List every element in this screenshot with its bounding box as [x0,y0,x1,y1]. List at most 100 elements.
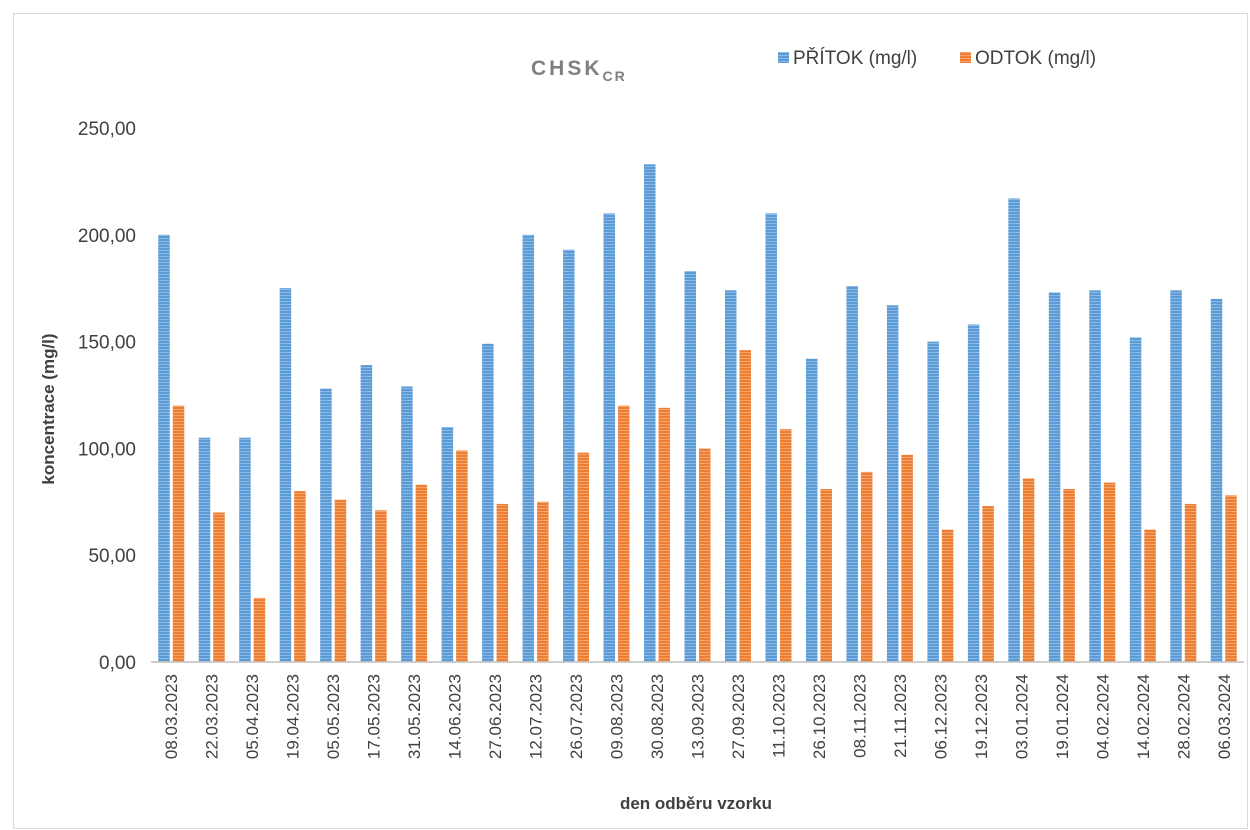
x-category-label: 19.12.2023 [972,674,991,759]
x-category-label: 30.08.2023 [648,674,667,759]
y-tick-label: 100,00 [78,439,136,460]
bar-odtok [618,405,630,662]
x-category-label: 08.03.2023 [162,674,181,759]
bar-odtok [820,488,832,662]
chart-title-subscript: CR [603,68,627,84]
legend-label-pritok: PŘÍTOK (mg/l) [793,47,917,69]
bar-pritok [684,271,696,662]
bar-pritok [563,249,575,662]
bar-odtok [739,350,751,662]
bar-odtok [941,529,954,662]
bars [158,164,1237,663]
bar-odtok [860,471,873,662]
bar-pritok [927,341,939,662]
bar-pritok [967,324,980,662]
bar-pritok [603,213,616,662]
bar-pritok [360,365,373,662]
bar-odtok [456,450,468,662]
x-category-label: 03.01.2024 [1012,674,1031,759]
x-category-label: 05.04.2023 [243,674,262,759]
x-category-label: 26.10.2023 [810,674,829,759]
bar-odtok [253,597,266,662]
bar-pritok [279,288,292,662]
legend-swatch-pritok [778,52,789,63]
bar-odtok [658,407,671,662]
bar-odtok [982,506,994,662]
bar-pritok [1170,290,1182,662]
bar-pritok [1129,337,1142,662]
x-category-label: 19.01.2024 [1053,674,1072,759]
bar-odtok [577,452,590,662]
y-tick-label: 50,00 [88,546,136,567]
x-category-label: 27.06.2023 [486,674,505,759]
bar-odtok [1225,495,1237,662]
bar-pritok [320,388,332,662]
x-category-label: 19.04.2023 [284,674,303,759]
bar-pritok [1089,290,1101,662]
bar-odtok [334,499,347,662]
bar-pritok [846,286,858,662]
chart-title: CHSKCR [531,57,627,84]
bar-pritok [198,437,211,662]
bar-pritok [482,343,494,662]
bar-odtok [1063,488,1075,662]
bar-pritok [886,305,899,662]
x-category-label: 13.09.2023 [689,674,708,759]
x-category-label: 28.02.2024 [1174,674,1193,759]
bar-odtok [1184,503,1197,662]
bar-odtok [375,510,387,662]
y-tick-label: 250,00 [78,119,136,140]
bar-pritok [765,213,777,662]
x-axis-labels: 08.03.2023 22.03.2023 05.04.2023 19.04.2023… [162,674,1234,759]
bar-pritok [441,427,454,662]
bar-odtok [699,448,711,662]
x-category-label: 22.03.2023 [203,674,222,759]
bar-pritok [522,234,535,663]
x-axis-title: den odběru vzorku [620,794,772,813]
legend-label-odtok: ODTOK (mg/l) [975,48,1096,69]
x-category-label: 27.09.2023 [729,674,748,759]
bar-pritok [239,437,251,662]
legend-swatch-odtok [960,52,971,63]
bar-odtok [213,512,225,662]
bar-pritok [401,386,413,662]
bar-odtok [1144,529,1156,662]
bar-odtok [1103,482,1116,662]
x-category-label: 17.05.2023 [365,674,384,759]
y-axis-ticks: 0,00 50,00 100,00 150,00 200,00 250,00 [78,119,136,674]
bar-pritok [644,164,656,662]
bar-odtok [294,491,306,662]
y-tick-label: 0,00 [99,653,136,674]
bar-pritok [158,234,170,663]
x-category-label: 06.12.2023 [931,674,950,759]
bar-pritok [1210,298,1223,662]
bar-odtok [901,454,913,662]
bar-pritok [1048,292,1061,662]
bar-odtok [779,429,792,662]
bar-odtok [1022,478,1035,662]
bar-pritok [724,290,737,662]
x-category-label: 05.05.2023 [324,674,343,759]
legend: PŘÍTOK (mg/l) ODTOK (mg/l) [778,47,1096,69]
bar-odtok [537,501,549,662]
chart-frame: CHSKCR PŘÍTOK (mg/l) ODTOK (mg/l) koncen… [13,13,1248,829]
bar-pritok [805,358,818,662]
x-category-label: 12.07.2023 [527,674,546,759]
x-category-label: 04.02.2024 [1093,674,1112,759]
x-category-label: 09.08.2023 [608,674,627,759]
bar-odtok [415,484,428,662]
x-category-label: 14.06.2023 [446,674,465,759]
y-axis-title: koncentrace (mg/l) [39,333,58,484]
x-category-label: 14.02.2024 [1134,674,1153,759]
bar-pritok [1008,198,1020,662]
x-category-label: 26.07.2023 [567,674,586,759]
x-category-label: 21.11.2023 [891,674,910,758]
x-category-label: 08.11.2023 [850,674,869,758]
x-category-label: 31.05.2023 [405,674,424,759]
bar-odtok [172,405,185,662]
x-category-label: 06.03.2024 [1215,674,1234,759]
x-category-label: 11.10.2023 [769,674,788,758]
bar-odtok [496,503,509,662]
y-tick-label: 200,00 [78,226,136,247]
y-tick-label: 150,00 [78,333,136,354]
